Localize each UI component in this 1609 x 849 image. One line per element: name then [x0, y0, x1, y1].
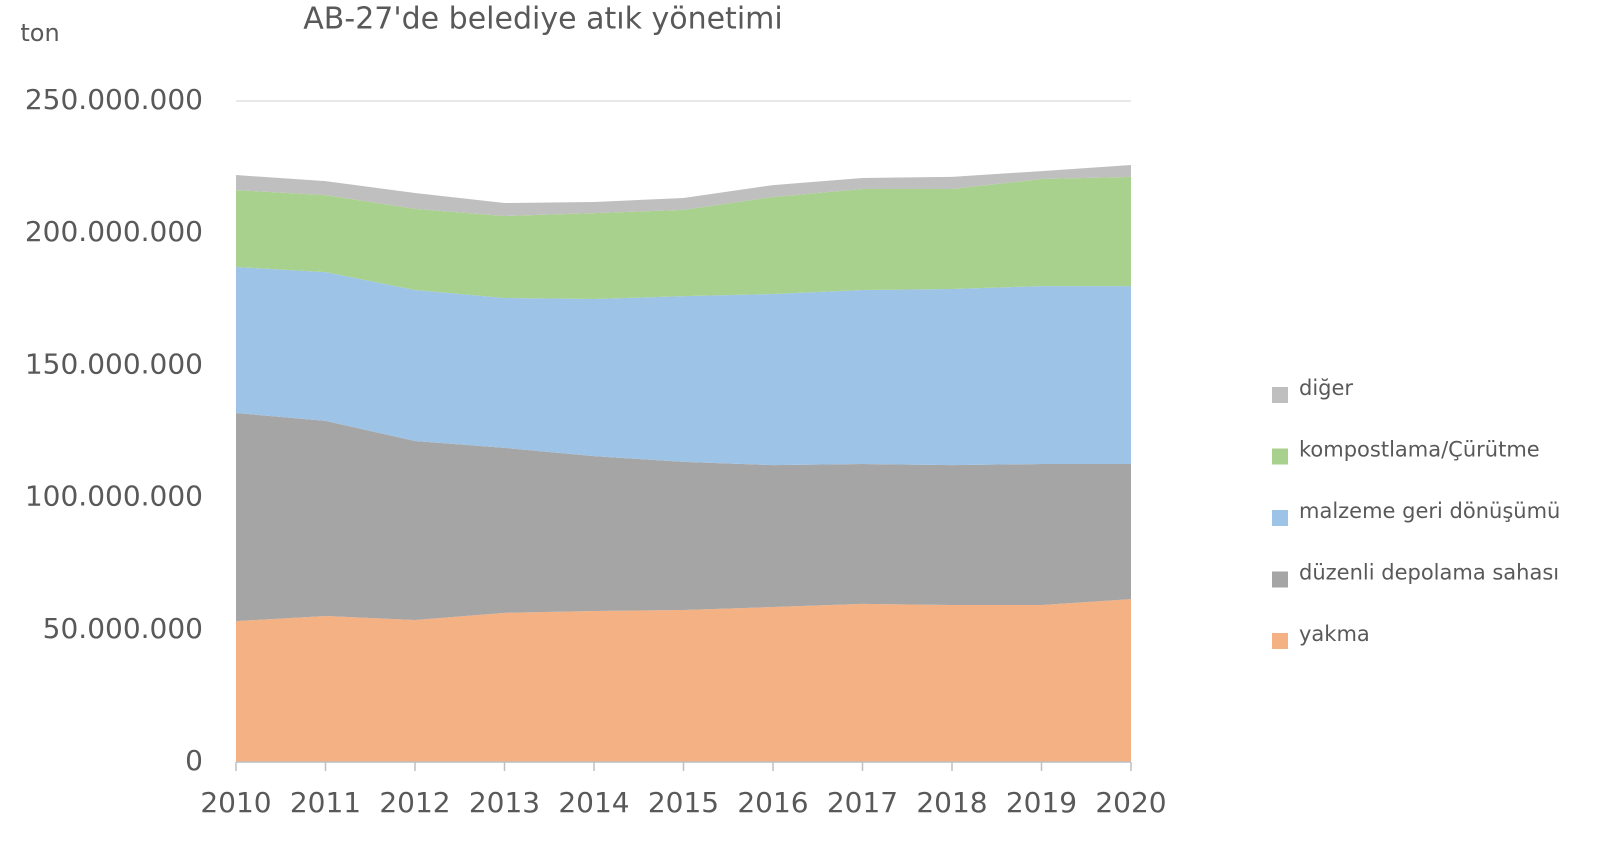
x-tick-label: 2012 [379, 786, 450, 819]
chart-title: AB-27'de belediye atık yönetimi [303, 2, 782, 37]
area [236, 164, 1131, 217]
legend-label: yakma [1299, 622, 1370, 646]
x-tick-label: 2013 [469, 786, 540, 819]
y-tick-label: 150.000.000 [25, 347, 203, 380]
legend-swatch [1272, 571, 1288, 588]
legend-label: kompostlama/Çürütme [1299, 438, 1540, 462]
y-axis-label: ton [20, 19, 59, 47]
legend-swatch [1272, 633, 1288, 649]
legend-label: düzenli depolama sahası [1299, 561, 1559, 585]
y-tick-label: 0 [185, 744, 203, 777]
x-tick-label: 2019 [1006, 786, 1077, 819]
x-tick-label: 2016 [737, 786, 808, 819]
legend-swatch [1272, 510, 1288, 526]
area [236, 176, 1131, 300]
x-tick-label: 2014 [558, 786, 629, 819]
x-tick-label: 2011 [290, 786, 361, 819]
x-tick-label: 2020 [1095, 786, 1166, 819]
area [236, 412, 1131, 622]
y-tick-label: 100.000.000 [25, 480, 203, 513]
legend-swatch [1272, 448, 1288, 465]
y-tick-label: 200.000.000 [25, 215, 203, 248]
y-tick-label: 250.000.000 [25, 83, 203, 116]
area [236, 599, 1131, 762]
legend-label: malzeme geri dönüşümü [1299, 499, 1560, 523]
legend-swatch [1272, 387, 1288, 403]
x-tick-label: 2015 [648, 786, 719, 819]
y-tick-label: 50.000.000 [43, 612, 203, 645]
legend-label: diğer [1299, 376, 1353, 400]
x-tick-label: 2018 [916, 786, 987, 819]
area [236, 267, 1131, 466]
x-tick-label: 2010 [200, 786, 271, 819]
x-tick-label: 2017 [827, 786, 898, 819]
